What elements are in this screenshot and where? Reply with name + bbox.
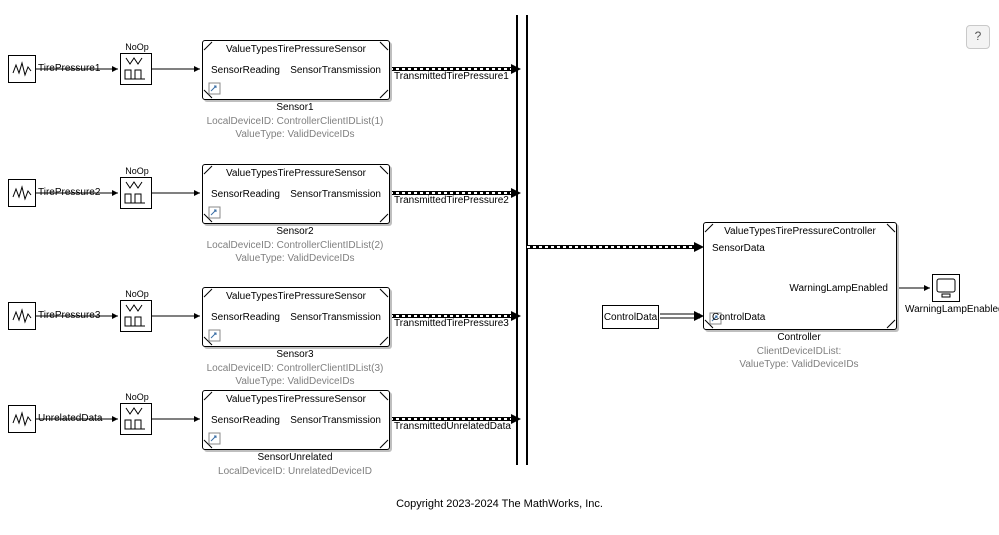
controller-in2: ControlData	[712, 312, 765, 323]
controller-out: WarningLampEnabled	[789, 283, 888, 294]
help-button[interactable]: ?	[966, 25, 990, 49]
source-block-2[interactable]	[8, 179, 36, 207]
scope-label: WarningLampEnabled	[905, 304, 995, 315]
noop-label-3: NoOp	[122, 289, 152, 299]
sensor-in-port: SensorReading	[211, 312, 280, 323]
controller-param1: ClientDeviceIDList:	[703, 346, 895, 359]
source-label-4: UnrelatedData	[38, 413, 102, 424]
sensor-in-port: SensorReading	[211, 415, 280, 426]
sensor-block-2[interactable]: ValueTypesTirePressureSensor SensorReadi…	[202, 164, 390, 224]
source-block-3[interactable]	[8, 302, 36, 330]
scope-block[interactable]	[932, 274, 960, 302]
noop-block-3[interactable]	[120, 300, 152, 332]
signal-label-2: TransmittedTirePressure2	[394, 195, 509, 206]
source-label-1: TirePressure1	[38, 63, 100, 74]
signal-label-1: TransmittedTirePressure1	[394, 71, 509, 82]
signal-label-4: TransmittedUnrelatedData	[394, 421, 511, 432]
sensor-param1-1: LocalDeviceID: ControllerClientIDList(1)	[160, 116, 430, 129]
sensor-name-2: Sensor2	[202, 226, 388, 237]
sensor-block-4[interactable]: ValueTypesTirePressureSensor SensorReadi…	[202, 390, 390, 450]
sensor-param1-4: LocalDeviceID: UnrelatedDeviceID	[160, 466, 430, 479]
sensor-block-1[interactable]: ValueTypesTirePressureSensor SensorReadi…	[202, 40, 390, 100]
sensor-param2-3: ValueType: ValidDeviceIDs	[160, 376, 430, 389]
controller-in1: SensorData	[712, 243, 765, 254]
sensor-out-port: SensorTransmission	[290, 312, 381, 323]
controller-block[interactable]: ValueTypesTirePressureController SensorD…	[703, 222, 897, 330]
sensor-block-3[interactable]: ValueTypesTirePressureSensor SensorReadi…	[202, 287, 390, 347]
noop-label-4: NoOp	[122, 392, 152, 402]
noop-block-2[interactable]	[120, 177, 152, 209]
signal-label-3: TransmittedTirePressure3	[394, 318, 509, 329]
noop-label-1: NoOp	[122, 42, 152, 52]
sensor-param1-3: LocalDeviceID: ControllerClientIDList(3)	[160, 363, 430, 376]
noop-label-2: NoOp	[122, 166, 152, 176]
sensor-out-port: SensorTransmission	[290, 415, 381, 426]
noop-block-4[interactable]	[120, 403, 152, 435]
controller-name: Controller	[703, 332, 895, 343]
noop-block-1[interactable]	[120, 53, 152, 85]
source-block-1[interactable]	[8, 55, 36, 83]
sensor-out-port: SensorTransmission	[290, 189, 381, 200]
sensor-param1-2: LocalDeviceID: ControllerClientIDList(2)	[160, 240, 430, 253]
source-block-4[interactable]	[8, 405, 36, 433]
controller-param2: ValueType: ValidDeviceIDs	[703, 359, 895, 372]
sensor-in-port: SensorReading	[211, 189, 280, 200]
source-label-3: TirePressure3	[38, 310, 100, 321]
sensor-name-1: Sensor1	[202, 102, 388, 113]
sensor-name-3: Sensor3	[202, 349, 388, 360]
sensor-name-4: SensorUnrelated	[202, 452, 388, 463]
sensor-param2-1: ValueType: ValidDeviceIDs	[160, 129, 430, 142]
sensor-out-port: SensorTransmission	[290, 65, 381, 76]
control-data-block[interactable]: ControlData	[602, 305, 659, 329]
copyright-text: Copyright 2023-2024 The MathWorks, Inc.	[0, 498, 999, 510]
sensor-in-port: SensorReading	[211, 65, 280, 76]
sensor-param2-2: ValueType: ValidDeviceIDs	[160, 253, 430, 266]
source-label-2: TirePressure2	[38, 187, 100, 198]
